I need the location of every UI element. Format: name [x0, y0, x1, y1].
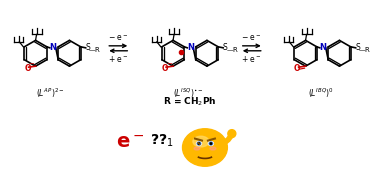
Ellipse shape — [197, 142, 201, 145]
Text: $(L^{IBQ})^{0}$: $(L^{IBQ})^{0}$ — [308, 87, 333, 100]
Text: $(L^{AP})^{2-}$: $(L^{AP})^{2-}$ — [36, 87, 65, 100]
Text: $+$ e$^-$: $+$ e$^-$ — [242, 54, 262, 64]
Text: $+$ e$^-$: $+$ e$^-$ — [108, 54, 129, 64]
Text: S: S — [223, 43, 228, 52]
Text: —R: —R — [226, 47, 238, 53]
Text: N: N — [319, 43, 326, 52]
Text: ??$_1$: ??$_1$ — [150, 132, 174, 149]
Text: O: O — [293, 64, 300, 73]
Text: −: − — [166, 61, 172, 67]
Ellipse shape — [210, 143, 212, 144]
Ellipse shape — [197, 142, 201, 145]
Text: $-$ e$^-$: $-$ e$^-$ — [242, 34, 262, 43]
Text: O: O — [162, 64, 168, 73]
Text: −: − — [29, 61, 34, 67]
Text: $\mathbf{e}^-$: $\mathbf{e}^-$ — [116, 133, 144, 152]
Text: O: O — [24, 64, 31, 73]
Text: R = CH$_2$Ph: R = CH$_2$Ph — [163, 96, 217, 108]
Text: N: N — [187, 43, 194, 52]
Ellipse shape — [208, 142, 214, 145]
Text: —R: —R — [89, 47, 101, 53]
Ellipse shape — [193, 136, 209, 147]
Ellipse shape — [198, 143, 200, 144]
Text: —R: —R — [359, 47, 370, 53]
Text: $-$ e$^-$: $-$ e$^-$ — [108, 34, 129, 43]
Ellipse shape — [194, 147, 200, 150]
Circle shape — [228, 130, 236, 138]
Text: S: S — [355, 43, 360, 52]
Text: N: N — [49, 43, 56, 52]
Text: $(L^{ISQ})^{\bullet-}$: $(L^{ISQ})^{\bullet-}$ — [173, 87, 203, 100]
Ellipse shape — [210, 147, 216, 150]
Text: S: S — [85, 43, 90, 52]
Ellipse shape — [183, 129, 227, 166]
Ellipse shape — [209, 142, 213, 145]
